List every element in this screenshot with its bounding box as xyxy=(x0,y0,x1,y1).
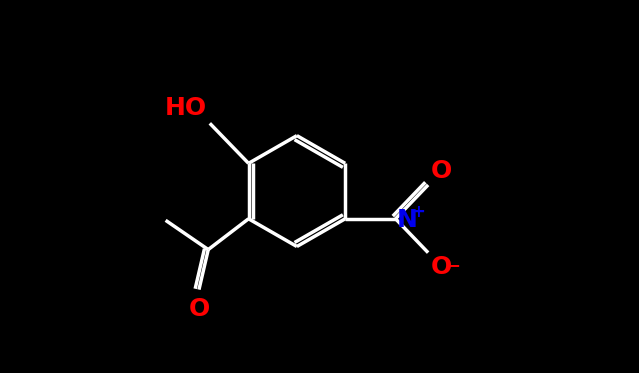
Text: O: O xyxy=(431,159,452,183)
Text: −: − xyxy=(446,256,460,274)
Text: O: O xyxy=(431,255,452,279)
Text: HO: HO xyxy=(165,96,206,120)
Text: O: O xyxy=(189,297,210,321)
Text: N: N xyxy=(397,207,418,232)
Text: +: + xyxy=(411,203,425,221)
